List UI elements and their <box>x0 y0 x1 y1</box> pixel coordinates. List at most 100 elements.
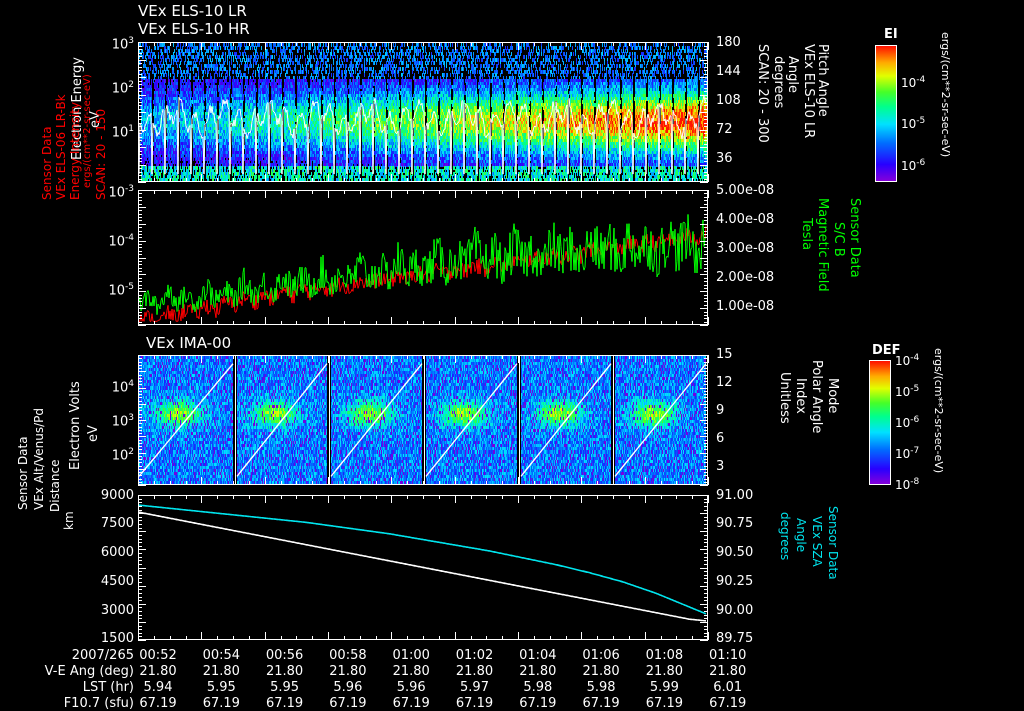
panel1-right-label-5: SCAN: 20 - 300 <box>755 44 770 143</box>
panel1-colorbar-tick-3: 10-6 <box>901 158 926 173</box>
footer-cell-lst-0: 5.94 <box>143 680 173 695</box>
footer-cell-f107-4: 67.19 <box>392 696 430 711</box>
panel3-ytick-2: 103 <box>111 413 134 430</box>
footer-cell-time-5: 01:02 <box>455 648 494 663</box>
footer-cell-time-3: 00:58 <box>329 648 367 663</box>
panel2-rtick-4: 2.00e-08 <box>716 270 775 285</box>
panel3-rtick-12: 12 <box>716 375 733 390</box>
footer-cell-lst-4: 5.96 <box>396 680 426 695</box>
footer-cell-ve_ang-3: 21.80 <box>329 664 367 679</box>
footer-cell-time-9: 01:10 <box>708 648 747 663</box>
panel4-rtick-2: 90.75 <box>716 516 754 531</box>
footer-cell-ve_ang-4: 21.80 <box>392 664 430 679</box>
panel3-colorbar-tick-4: 10-7 <box>895 446 920 461</box>
panel2-ytick-3: 10-5 <box>108 282 134 299</box>
footer-cell-lst-9: 6.01 <box>713 680 743 695</box>
panel3-ytick-3: 102 <box>111 447 134 464</box>
panel4-ytick-1500: 1500 <box>100 631 134 646</box>
panel4-left-label-4: km <box>62 511 76 530</box>
panel2-rtick-1: 5.00e-08 <box>716 183 775 198</box>
panel1-rtick-180: 180 <box>716 35 741 50</box>
panel1-title-line1: VEx ELS-10 LR <box>138 2 247 20</box>
panel3-plot-area <box>138 355 708 485</box>
panel3-colorbar <box>869 360 891 485</box>
panel4-plot-area <box>138 495 708 640</box>
footer-cell-ve_ang-7: 21.80 <box>582 664 620 679</box>
footer-cell-ve_ang-0: 21.80 <box>139 664 177 679</box>
panel2-ytick-2: 10-4 <box>108 233 134 250</box>
footer-cell-f107-7: 67.19 <box>582 696 620 711</box>
panel4-ytick-7500: 7500 <box>100 516 134 531</box>
footer-cell-ve_ang-9: 21.80 <box>709 664 747 679</box>
panel4-ytick-9000: 9000 <box>100 488 134 503</box>
panel2-rtick-3: 3.00e-08 <box>716 241 775 256</box>
panel1-colorbar-tick-2: 10-5 <box>901 116 926 131</box>
panel4-lines <box>139 496 707 639</box>
panel4-rtick-1: 91.00 <box>716 488 754 503</box>
footer-cell-f107-0: 67.19 <box>139 696 177 711</box>
panel4-rtick-4: 90.25 <box>716 574 754 589</box>
footer-cell-time-0: 00:52 <box>139 648 177 663</box>
panel3-rtick-6: 6 <box>716 431 725 446</box>
panel2-rtick-5: 1.00e-08 <box>716 299 775 314</box>
panel1-rtick-108: 108 <box>716 93 741 108</box>
panel3-right-label-4: Unitless <box>777 372 792 424</box>
footer-cell-f107-3: 67.19 <box>329 696 367 711</box>
footer-cell-ve_ang-8: 21.80 <box>645 664 683 679</box>
footer-cell-ve_ang-1: 21.80 <box>202 664 240 679</box>
panel3-ylabel: Electron Volts <box>68 381 83 470</box>
footer-cell-lst-5: 5.97 <box>460 680 489 695</box>
panel4-rtick-3: 90.50 <box>716 545 754 560</box>
panel4-rtick-6: 89.75 <box>716 631 754 646</box>
footer-cell-ve_ang-5: 21.80 <box>455 664 494 679</box>
footer-cell-lst-2: 5.95 <box>270 680 300 695</box>
panel3-colorbar-tick-2: 10-5 <box>895 384 920 399</box>
footer-cell-time-4: 01:00 <box>392 648 430 663</box>
footer-cell-lst-7: 5.98 <box>586 680 616 695</box>
panel3-colorbar-tick-5: 10-8 <box>895 477 920 492</box>
panel3-colorbar-title: DEF <box>872 343 901 358</box>
panel2-ytick-1: 10-3 <box>108 184 134 201</box>
panel2-right-label-3: Magnetic Field <box>815 198 830 292</box>
footer-cell-time-2: 00:56 <box>265 648 304 663</box>
footer-cell-ve_ang-6: 21.80 <box>519 664 557 679</box>
panel1-spectrogram <box>139 43 707 181</box>
panel2-left-label-5: SCAN: 20 - 150 <box>94 108 108 200</box>
panel1-colorbar-title: EI <box>884 27 898 42</box>
footer-cell-lst-6: 5.98 <box>523 680 553 695</box>
panel4-ytick-6000: 6000 <box>100 545 134 560</box>
footer-row-label-2: LST (hr) <box>82 680 134 695</box>
panel3-rtick-15: 15 <box>716 347 733 362</box>
panel1-colorbar-unit: ergs/(cm**2-sr-sec-eV) <box>939 32 952 158</box>
panel1-title-line2: VEx ELS-10 HR <box>138 20 250 38</box>
panel3-ytick-1: 104 <box>111 379 134 396</box>
footer-cell-f107-5: 67.19 <box>455 696 494 711</box>
panel1-rtick-144: 144 <box>716 64 741 79</box>
panel3-colorbar-tick-3: 10-6 <box>895 415 920 430</box>
footer-cell-lst-3: 5.96 <box>333 680 363 695</box>
footer-cell-f107-6: 67.19 <box>519 696 557 711</box>
panel4-right-label-4: degrees <box>778 512 792 561</box>
footer-cell-lst-8: 5.99 <box>649 680 679 695</box>
panel2-lines <box>139 191 707 324</box>
panel1-colorbar-tick-1: 10-4 <box>901 75 926 90</box>
panel4-ytick-3000: 3000 <box>100 603 134 618</box>
panel1-rtick-36: 36 <box>716 151 733 166</box>
panel3-rtick-3: 3 <box>716 459 725 474</box>
footer-cell-lst-1: 5.95 <box>206 680 236 695</box>
footer-row-label-0: 2007/265 <box>71 648 134 663</box>
panel3-spectrogram <box>139 356 707 484</box>
panel4-rtick-5: 90.00 <box>716 603 754 618</box>
footer-cell-time-6: 01:04 <box>519 648 557 663</box>
footer-cell-ve_ang-2: 21.80 <box>265 664 304 679</box>
panel3-colorbar-tick-1: 10-4 <box>895 353 920 368</box>
panel3-yunit: eV <box>86 425 101 442</box>
footer-row-label-1: V-E Ang (deg) <box>44 664 134 679</box>
footer-cell-time-1: 00:54 <box>202 648 241 663</box>
footer-cell-time-8: 01:08 <box>645 648 684 663</box>
footer-row-label-3: F10.7 (sfu) <box>63 696 134 711</box>
panel1-ytick-100: 102 <box>111 80 134 97</box>
panel2-rtick-2: 4.00e-08 <box>716 212 775 227</box>
panel2-right-label-4: Tesla <box>799 218 814 251</box>
